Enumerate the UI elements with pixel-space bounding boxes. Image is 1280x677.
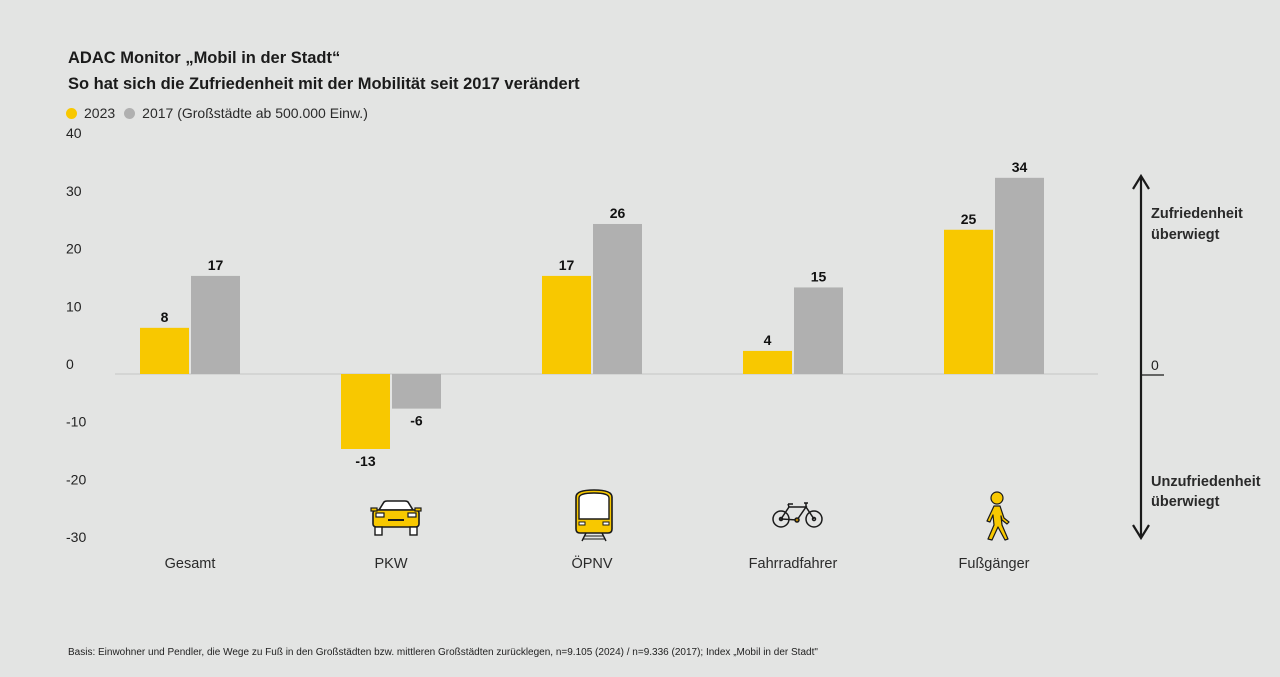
satisfaction-label-line2: überwiegt: [1151, 227, 1220, 243]
title-line-1: ADAC Monitor „Mobil in der Stadt“: [68, 49, 341, 67]
data-label: -13: [355, 453, 375, 469]
y-tick-label: -10: [66, 414, 86, 430]
bar-2023: [743, 350, 792, 374]
bar-2017: [593, 223, 642, 374]
legend-label-2017: 2017 (Großstädte ab 500.000 Einw.): [142, 105, 368, 121]
bar-2023: [341, 374, 390, 450]
data-label: 26: [610, 205, 626, 221]
data-label: 17: [208, 257, 224, 273]
bar-2017: [995, 177, 1044, 374]
dissatisfaction-label-line1: Unzufriedenheit: [1151, 474, 1261, 490]
bar-2023: [944, 229, 993, 374]
legend: 2023 2017 (Großstädte ab 500.000 Einw.): [66, 105, 377, 121]
y-tick-label: -30: [66, 529, 86, 545]
train-icon: [575, 489, 613, 542]
bar-2023: [140, 327, 189, 374]
footnote: Basis: Einwohner und Pendler, die Wege z…: [68, 647, 818, 658]
car-icon: [370, 500, 422, 536]
bar-2017: [392, 374, 441, 409]
data-label: 15: [811, 268, 827, 284]
bicycle-icon: [772, 502, 823, 528]
chart-title: ADAC Monitor „Mobil in der Stadt“ So hat…: [68, 45, 580, 97]
data-label: -6: [410, 413, 423, 429]
data-label: 25: [961, 211, 977, 227]
data-label: 4: [764, 332, 772, 348]
dissatisfaction-label-line2: überwiegt: [1151, 494, 1220, 510]
category-labels: Gesamt PKW ÖPNV Fahrradfahrer Fußgänger: [165, 554, 1030, 572]
bar-2017: [794, 287, 843, 374]
y-tick-label: 10: [66, 298, 82, 314]
legend-swatch-2017: [124, 107, 136, 119]
legend-item-2023: 2023: [66, 105, 115, 121]
satisfaction-label-line1: Zufriedenheit: [1151, 206, 1243, 222]
legend-swatch-2023: [66, 107, 77, 119]
y-tick-label: 20: [66, 241, 82, 257]
y-tick-label: -20: [66, 471, 86, 487]
category-label: Fahrradfahrer: [749, 556, 838, 572]
category-label: Fußgänger: [959, 556, 1030, 572]
satisfaction-scale-arrow: [1132, 173, 1164, 541]
pedestrian-icon: [986, 491, 1010, 541]
category-label: Gesamt: [165, 556, 216, 572]
data-label: 34: [1012, 159, 1028, 175]
data-labels: 8 17 -13 -6 17 26 4 15 25 34: [161, 159, 1028, 469]
bars: [140, 177, 1044, 450]
zero-marker-label: 0: [1151, 357, 1159, 373]
category-label: PKW: [374, 556, 407, 572]
y-axis: 40 30 20 10 0 -10 -20 -30: [66, 125, 86, 545]
title-line-2: So hat sich die Zufriedenheit mit der Mo…: [68, 75, 580, 93]
y-tick-label: 40: [66, 125, 82, 141]
y-tick-label: 0: [66, 356, 74, 372]
data-label: 8: [161, 309, 169, 325]
legend-item-2017: 2017 (Großstädte ab 500.000 Einw.): [124, 105, 368, 121]
legend-label-2023: 2023: [84, 105, 116, 121]
bar-2017: [191, 275, 240, 374]
y-tick-label: 30: [66, 183, 82, 199]
data-label: 17: [559, 257, 575, 273]
category-label: ÖPNV: [571, 554, 612, 572]
bar-2023: [542, 275, 591, 374]
